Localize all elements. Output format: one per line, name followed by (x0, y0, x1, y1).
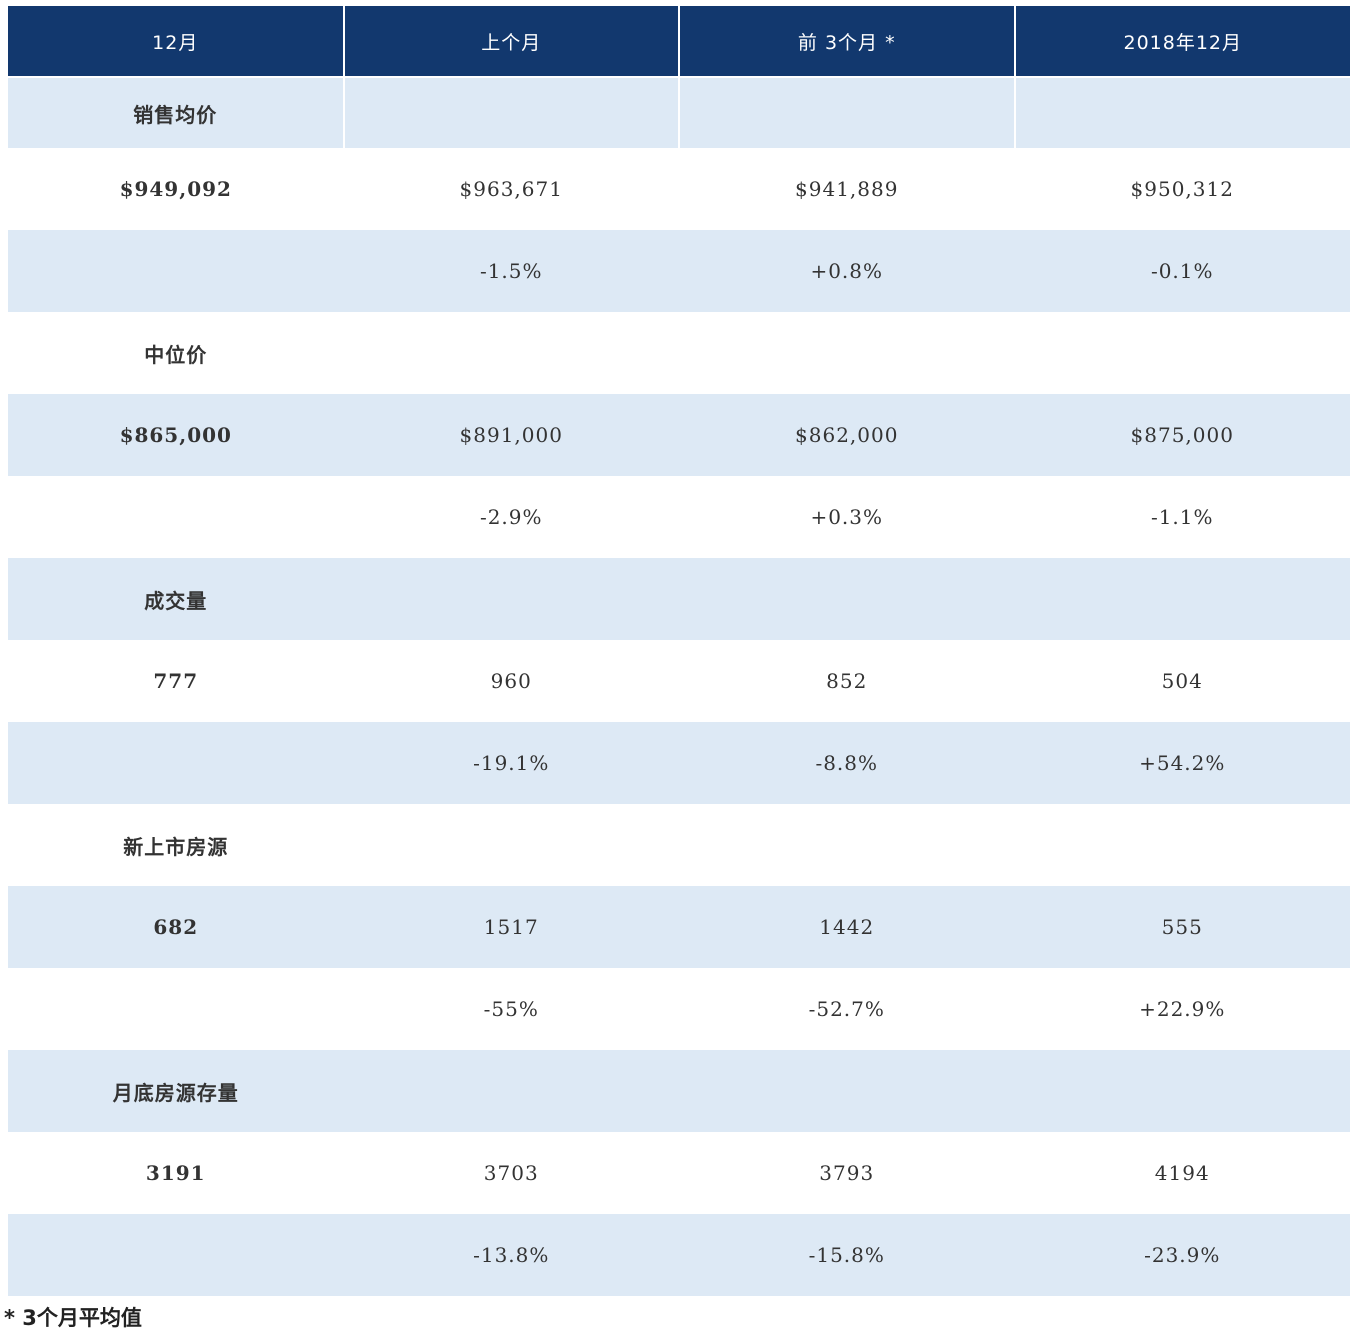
table-cell (679, 312, 1015, 394)
table-cell: $949,092 (119, 177, 232, 201)
table-cell: $963,671 (459, 177, 563, 201)
table-cell: -15.8% (679, 1214, 1015, 1296)
table-cell: 504 (1161, 669, 1203, 693)
table-cell: -55% (483, 997, 539, 1021)
table-cell: 777 (153, 669, 199, 693)
table-row: 成交量 (8, 558, 1350, 640)
table-cell (678, 77, 1015, 148)
table-cell: 成交量 (8, 558, 344, 640)
table-cell (1013, 77, 1350, 148)
market-table: 12月 上个月前 3个月 * 2018年12月 销售均价 $949,092 $963,6… (8, 6, 1350, 1296)
table-row: -2.9% +0.3% -1.1% (8, 476, 1350, 558)
table-cell (8, 722, 344, 804)
table-cell: -2.9% (479, 505, 543, 529)
table-row: 中位价 (8, 312, 1350, 394)
table-cell: 682 (8, 886, 344, 968)
header-row: 12月 上个月前 3个月 * 2018年12月 (8, 6, 1350, 78)
table-cell: $862,000 (679, 394, 1015, 476)
table-cell (343, 1050, 679, 1132)
table-cell: 852 (826, 669, 868, 693)
table-cell: 月底房源存量 (8, 1050, 344, 1132)
table-cell: $865,000 (8, 394, 344, 476)
table-cell (679, 1050, 1015, 1132)
table-cell: -0.1% (1014, 230, 1350, 312)
table-cell: 3703 (483, 1161, 539, 1185)
table-cell: $950,312 (1130, 177, 1234, 201)
header-cell: 前 3个月 * (678, 6, 1015, 78)
table-cell: -19.1% (343, 722, 679, 804)
table-cell (8, 968, 344, 1050)
table-row: 月底房源存量 (8, 1050, 1350, 1132)
table-cell: 新上市房源 (123, 834, 229, 859)
table-cell (8, 1214, 344, 1296)
table-row: $949,092 $963,671 $941,889 $950,312 (8, 148, 1350, 230)
table-row: -1.5% +0.8% -0.1% (8, 230, 1350, 312)
table-row: 销售均价 (8, 77, 1350, 148)
table-cell: 960 (490, 669, 532, 693)
table-cell: -13.8% (343, 1214, 679, 1296)
table-cell: +0.3% (810, 505, 884, 529)
table-cell (342, 77, 679, 148)
table-cell: -23.9% (1014, 1214, 1350, 1296)
table-cell (679, 558, 1015, 640)
table-row: -13.8% -15.8% -23.9% (8, 1214, 1350, 1296)
table-cell (1015, 312, 1351, 394)
table-row: $865,000 $891,000 $862,000 $875,000 (8, 394, 1350, 476)
table-cell: +0.8% (679, 230, 1015, 312)
table-cell: +54.2% (1014, 722, 1350, 804)
table-row: 3191 3703 3793 4194 (8, 1132, 1350, 1214)
table-cell: 销售均价 (8, 77, 344, 148)
table-cell (344, 312, 680, 394)
header-cell: 2018年12月 (1013, 6, 1350, 78)
table-row: 777 960 852 504 (8, 640, 1350, 722)
table-cell (8, 476, 344, 558)
table-cell: 中位价 (144, 342, 208, 367)
table-row: -19.1% -8.8% +54.2% (8, 722, 1350, 804)
table-cell: -1.5% (343, 230, 679, 312)
table-cell (344, 804, 680, 886)
table-cell: $891,000 (343, 394, 679, 476)
header-cell: 12月 (8, 6, 344, 78)
table-cell: +22.9% (1139, 997, 1226, 1021)
table-row: 新上市房源 (8, 804, 1350, 886)
table-row: 682 1517 1442 555 (8, 886, 1350, 968)
table-cell: 4194 (1154, 1161, 1210, 1185)
table-cell: 1442 (679, 886, 1015, 968)
table-cell (1015, 804, 1351, 886)
table-cell: 3793 (819, 1161, 875, 1185)
table-cell: $875,000 (1014, 394, 1350, 476)
footnote: * 3个月平均值 (4, 1306, 142, 1330)
table-cell: $941,889 (795, 177, 899, 201)
table-cell (1014, 558, 1350, 640)
header-cell: 上个月 (342, 6, 679, 78)
table-cell: -8.8% (679, 722, 1015, 804)
table-cell (1014, 1050, 1350, 1132)
table-cell (679, 804, 1015, 886)
table-cell (8, 230, 344, 312)
table-cell: 3191 (145, 1161, 206, 1185)
table-cell: 1517 (343, 886, 679, 968)
table-cell: -1.1% (1150, 505, 1214, 529)
table-cell: -52.7% (808, 997, 885, 1021)
table-cell (343, 558, 679, 640)
table-cell: 555 (1014, 886, 1350, 968)
table-row: -55% -52.7% +22.9% (8, 968, 1350, 1050)
